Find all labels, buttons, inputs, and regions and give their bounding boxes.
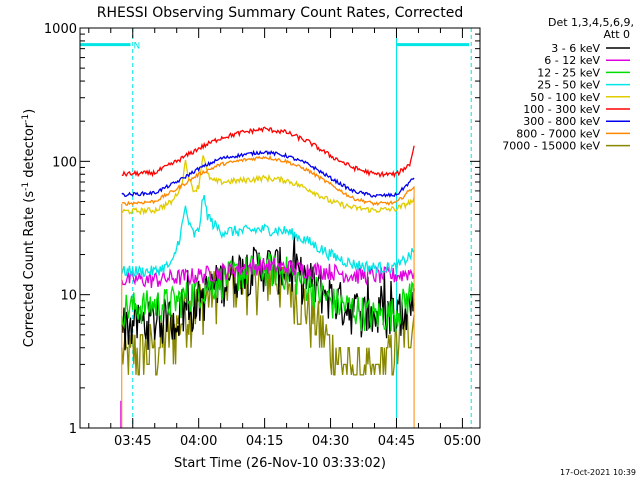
chart-title: RHESSI Observing Summary Count Rates, Co…	[97, 5, 463, 21]
legend-label: 50 - 100 keV	[530, 91, 600, 104]
legend-label: 100 - 300 keV	[523, 103, 600, 116]
series-line	[121, 194, 415, 278]
series-line	[121, 154, 415, 207]
y-tick-label: 10	[60, 289, 77, 304]
x-tick-label: 04:45	[378, 434, 415, 449]
x-tick-label: 04:00	[180, 434, 217, 449]
plot-area: N	[79, 28, 472, 428]
legend-label: 7000 - 15000 keV	[502, 140, 600, 153]
x-axis: 03:45 04:00 04:15 04:30 04:45 05:00	[88, 28, 481, 449]
plot-frame	[79, 27, 481, 429]
series-line	[121, 252, 415, 333]
legend-label: 25 - 50 keV	[537, 79, 600, 92]
x-axis-label: Start Time (26-Nov-10 03:33:02)	[174, 456, 386, 471]
timestamp: 17-Oct-2021 10:39	[560, 468, 636, 477]
y-axis-label: Corrected Count Rate (s-1 detector-1)	[21, 109, 37, 347]
x-tick-label: 04:30	[312, 434, 349, 449]
y-tick-label: 100	[52, 155, 77, 170]
legend-header-detectors: Det 1,3,4,5,6,9,	[548, 16, 634, 29]
legend-label: 300 - 800 keV	[523, 115, 600, 128]
series-line	[121, 155, 415, 216]
x-tick-label: 04:15	[246, 434, 283, 449]
legend-label: 6 - 12 keV	[544, 54, 600, 67]
legend-label: 800 - 7000 keV	[516, 127, 600, 140]
legend-header-attenuator: Att 0	[604, 28, 630, 41]
x-tick-label: 03:45	[114, 434, 151, 449]
flag-label: N	[134, 42, 141, 52]
x-tick-label: 05:00	[444, 434, 481, 449]
y-tick-label: 1	[69, 422, 77, 437]
series-line	[121, 149, 415, 198]
legend-label: 12 - 25 keV	[537, 66, 600, 79]
series-line	[121, 126, 415, 179]
series-line	[121, 257, 415, 288]
legend-label: 3 - 6 keV	[551, 42, 600, 55]
y-tick-label: 1000	[44, 22, 77, 37]
